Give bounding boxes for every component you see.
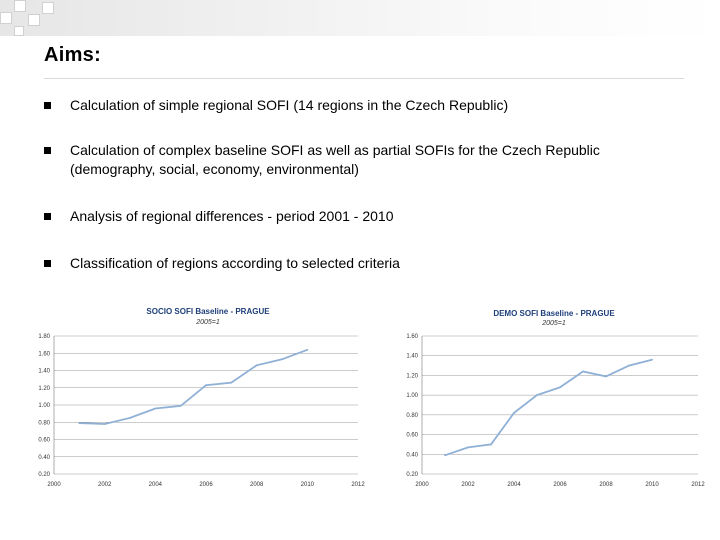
demo-sofi-chart: DEMO SOFI Baseline - PRAGUE 2005=1 0.20 0.4… [392, 300, 710, 490]
y-tick-label: 0.60 [406, 433, 418, 439]
checker-square [28, 14, 40, 26]
checker-square [42, 2, 54, 14]
data-point [605, 375, 607, 378]
checker-square [14, 26, 24, 36]
y-tick-label: 1.00 [38, 403, 50, 409]
y-tick-label: 0.20 [38, 472, 50, 478]
y-tick-label: 1.40 [38, 369, 50, 375]
socio-sofi-chart-svg: SOCIO SOFI Baseline - PRAGUE 2005=1 0.20 0.… [38, 307, 365, 488]
data-point [154, 407, 157, 410]
y-tick-label: 0.60 [38, 438, 50, 444]
y-tick-label: 1.20 [38, 386, 50, 392]
bullet-text: Calculation of complex baseline SOFI as … [70, 142, 600, 177]
header-banner [0, 0, 720, 36]
square-bullet-icon [44, 213, 51, 220]
bullet-text: Calculation of simple regional SOFI (14 … [70, 97, 509, 113]
data-point [513, 411, 515, 414]
data-point [490, 443, 492, 446]
y-tick-label: 0.20 [406, 472, 418, 478]
series-line [444, 358, 653, 457]
bullet-text: Analysis of regional differences - perio… [70, 208, 394, 224]
x-tick-label: 2004 [149, 482, 163, 488]
x-tick-label: 2010 [301, 482, 315, 488]
y-tick-label: 1.00 [406, 393, 418, 399]
x-tick-label: 2008 [250, 482, 264, 488]
x-tick-label: 2000 [47, 482, 61, 488]
title-divider [44, 78, 684, 79]
data-point [467, 446, 469, 449]
checker-square [0, 12, 12, 24]
data-point [230, 381, 233, 384]
data-point [559, 386, 561, 389]
x-tick-label: 2012 [691, 482, 705, 488]
data-point [129, 417, 131, 419]
data-point [582, 370, 584, 373]
y-tick-label: 0.40 [38, 455, 50, 461]
square-bullet-icon [44, 102, 51, 109]
y-tick-label: 0.80 [406, 413, 418, 419]
data-point [306, 348, 309, 351]
slide-title: Aims: [44, 44, 102, 66]
y-tick-label: 1.40 [406, 354, 418, 360]
y-tick-label: 1.20 [406, 373, 418, 379]
y-tick-label: 0.40 [406, 452, 418, 458]
bullet-text: Classification of regions according to s… [70, 255, 400, 271]
data-point [536, 394, 538, 397]
chart-title: SOCIO SOFI Baseline - PRAGUE [146, 307, 270, 316]
data-point [78, 422, 81, 425]
x-tick-label: 2010 [645, 482, 659, 488]
x-tick-label: 2000 [415, 482, 429, 488]
x-tick-label: 2002 [461, 482, 475, 488]
data-point [103, 423, 106, 425]
x-tick-label: 2006 [199, 482, 213, 488]
checker-square [14, 0, 26, 12]
data-point [444, 454, 446, 457]
series-line [79, 348, 308, 425]
square-bullet-icon [44, 147, 51, 154]
y-tick-label: 0.80 [38, 420, 50, 426]
x-tick-label: 2006 [553, 482, 567, 488]
y-tick-label: 1.60 [38, 351, 50, 357]
data-point [255, 364, 258, 367]
y-tick-label: 1.60 [406, 334, 418, 340]
square-bullet-icon [44, 260, 51, 267]
socio-sofi-chart: SOCIO SOFI Baseline - PRAGUE 2005=1 0.20 0.… [28, 300, 373, 490]
y-tick-label: 1.80 [38, 334, 50, 340]
x-tick-label: 2002 [98, 482, 112, 488]
data-point [651, 358, 653, 361]
chart-subtitle: 2005=1 [195, 319, 220, 326]
chart-title: DEMO SOFI Baseline - PRAGUE [493, 309, 615, 318]
data-point [179, 404, 182, 407]
x-tick-label: 2008 [599, 482, 613, 488]
demo-sofi-chart-svg: DEMO SOFI Baseline - PRAGUE 2005=1 0.20 0.4… [406, 309, 705, 488]
data-point [205, 384, 207, 387]
chart-subtitle: 2005=1 [541, 320, 566, 327]
data-point [628, 364, 630, 367]
x-tick-label: 2012 [351, 482, 365, 488]
data-point [281, 358, 283, 361]
x-tick-label: 2004 [507, 482, 521, 488]
